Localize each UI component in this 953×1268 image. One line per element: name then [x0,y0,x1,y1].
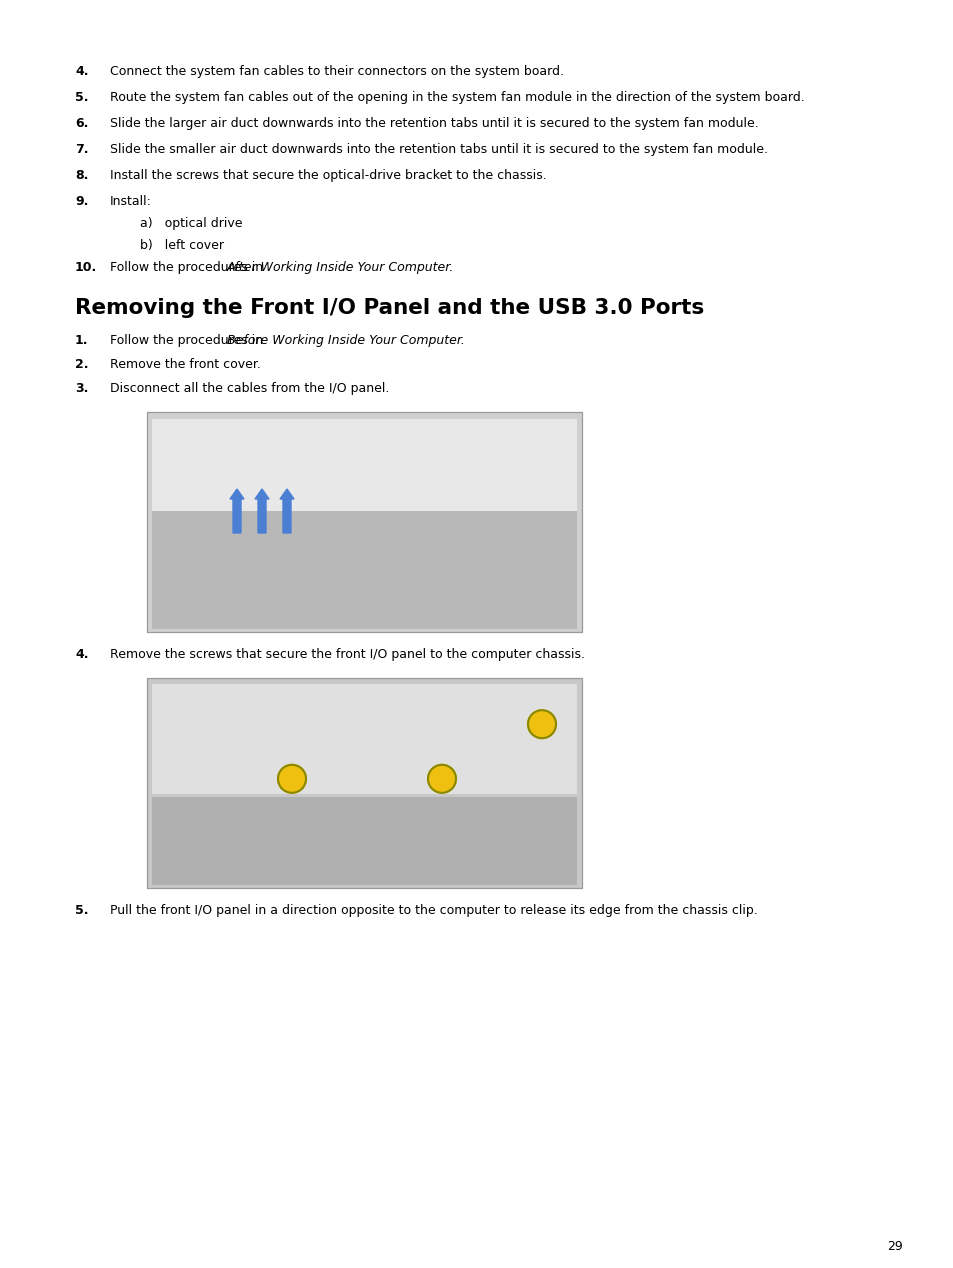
FancyArrow shape [254,489,269,533]
Text: 8.: 8. [75,169,89,183]
Text: 29: 29 [886,1240,902,1253]
Text: 5.: 5. [75,91,89,104]
Text: Connect the system fan cables to their connectors on the system board.: Connect the system fan cables to their c… [110,65,563,79]
Text: Pull the front I/O panel in a direction opposite to the computer to release its : Pull the front I/O panel in a direction … [110,904,757,917]
Bar [147,412,581,631]
Circle shape [277,765,306,792]
Text: After Working Inside Your Computer.: After Working Inside Your Computer. [227,261,454,274]
Text: Route the system fan cables out of the opening in the system fan module in the d: Route the system fan cables out of the o… [110,91,804,104]
Text: Remove the screws that secure the front I/O panel to the computer chassis.: Remove the screws that secure the front … [110,648,584,661]
FancyArrow shape [230,489,244,533]
Text: Removing the Front I/O Panel and the USB 3.0 Ports: Removing the Front I/O Panel and the USB… [75,298,703,318]
Text: Slide the smaller air duct downwards into the retention tabs until it is secured: Slide the smaller air duct downwards int… [110,143,767,156]
Text: 10.: 10. [75,261,97,274]
Text: 9.: 9. [75,195,89,208]
Text: 7.: 7. [75,143,89,156]
Bar [152,685,577,794]
Text: 5.: 5. [75,904,89,917]
Circle shape [527,710,556,738]
FancyArrow shape [280,489,294,533]
Circle shape [428,765,456,792]
Text: Disconnect all the cables from the I/O panel.: Disconnect all the cables from the I/O p… [110,382,389,396]
Text: a)   optical drive: a) optical drive [140,217,242,230]
Text: Follow the procedures in: Follow the procedures in [110,333,267,347]
Text: 2.: 2. [75,358,89,372]
Bar [147,678,581,888]
Text: 3.: 3. [75,382,89,396]
Bar [152,796,577,885]
Text: 6.: 6. [75,117,89,131]
Text: 1.: 1. [75,333,89,347]
Text: Remove the front cover.: Remove the front cover. [110,358,260,372]
Text: b)   left cover: b) left cover [140,238,224,252]
Text: Before Working Inside Your Computer.: Before Working Inside Your Computer. [227,333,464,347]
Text: 4.: 4. [75,648,89,661]
Bar [147,412,581,631]
Text: 4.: 4. [75,65,89,79]
Text: Slide the larger air duct downwards into the retention tabs until it is secured : Slide the larger air duct downwards into… [110,117,758,131]
Bar [152,511,577,629]
Bar [147,678,581,888]
Bar [152,418,577,511]
Text: Install:: Install: [110,195,152,208]
Text: Follow the procedures in: Follow the procedures in [110,261,267,274]
Text: Install the screws that secure the optical-drive bracket to the chassis.: Install the screws that secure the optic… [110,169,546,183]
